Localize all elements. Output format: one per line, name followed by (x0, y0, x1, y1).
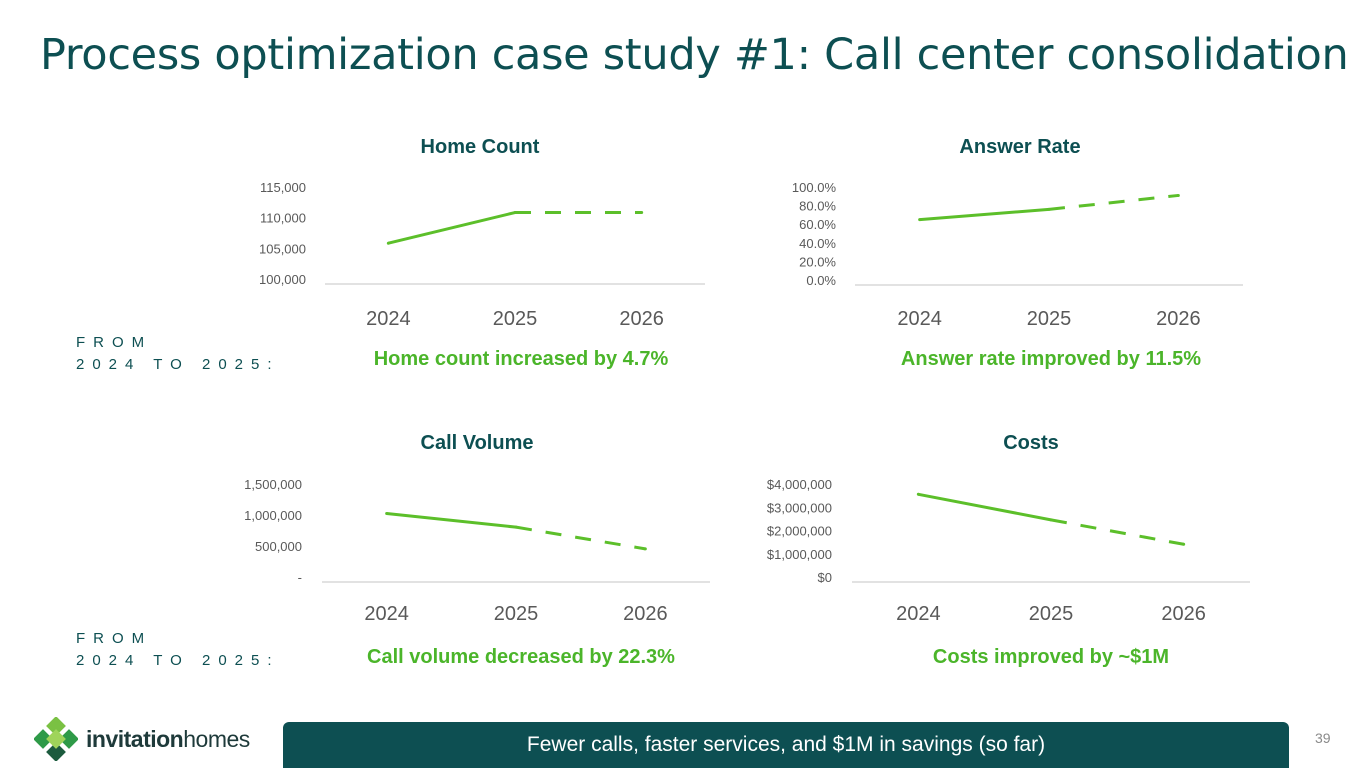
data-point (513, 211, 517, 215)
series-line-actual (918, 492, 1052, 522)
chart-title-home-count: Home Count (420, 136, 540, 158)
x-tick-label: 2025 (1029, 603, 1074, 625)
y-tick-label: 110,000 (260, 211, 306, 226)
page-number: 39 (1315, 730, 1331, 746)
y-tick-label: 100,000 (259, 272, 306, 287)
x-tick-label: 2024 (364, 603, 409, 625)
series-line-projected (515, 525, 646, 551)
x-tick-label: 2026 (623, 603, 668, 625)
chart-title-answer-rate: Answer Rate (959, 136, 1081, 158)
x-tick-label: 2024 (896, 603, 941, 625)
x-tick-label: 2025 (1027, 308, 1072, 330)
from-label-line2: 2024 TO 2025: (76, 356, 280, 373)
chart-answer-rate: 0.0% 20.0% 40.0% 60.0% 80.0% 100.0% 2024 2025 20… (792, 180, 1243, 330)
y-tick-label: $1,000,000 (767, 547, 832, 562)
from-label-line1: FROM (76, 334, 153, 351)
logo-text: invitationhomes (86, 726, 250, 753)
page-title: Process optimization case study #1: Call… (40, 30, 1349, 80)
data-point (640, 211, 644, 215)
data-point (1176, 193, 1180, 197)
y-tick-label: 0.0% (806, 273, 836, 288)
caption-call-volume: Call volume decreased by 22.3% (367, 646, 675, 668)
y-tick-label: $0 (818, 570, 832, 585)
series-line-actual (386, 512, 517, 529)
y-tick-label: 80.0% (799, 199, 836, 214)
chart-title-costs: Costs (1003, 432, 1059, 454)
data-point (918, 218, 922, 222)
chart-home-count: 100,000 105,000 110,000 115,000 2024 2025 2026 (259, 180, 705, 330)
logo-text-bold: invitation (86, 725, 184, 752)
caption-answer-rate: Answer rate improved by 11.5% (900, 348, 1202, 370)
data-point (385, 512, 389, 516)
y-tick-label: 115,000 (260, 180, 306, 195)
series-line-actual (919, 207, 1050, 222)
series-line-projected (1050, 518, 1184, 546)
y-tick-label: 1,000,000 (244, 508, 302, 523)
summary-banner: Fewer calls, faster services, and $1M in… (283, 722, 1289, 768)
x-tick-label: 2025 (494, 603, 539, 625)
y-tick-label: 1,500,000 (244, 477, 302, 492)
logo-mark-icon (34, 717, 78, 761)
company-logo: invitationhomes (34, 716, 250, 762)
y-tick-label: 20.0% (799, 254, 836, 269)
caption-costs: Costs improved by ~$1M (932, 646, 1170, 668)
y-tick-label: 500,000 (255, 539, 302, 554)
x-tick-label: 2024 (897, 308, 942, 330)
data-point (386, 241, 390, 245)
series-line-actual (387, 211, 516, 245)
y-tick-label: 105,000 (259, 241, 306, 256)
y-tick-label: - (298, 570, 302, 585)
x-tick-label: 2025 (493, 308, 538, 330)
y-tick-label: $2,000,000 (767, 524, 832, 539)
y-tick-label: 100.0% (792, 180, 837, 195)
from-label-bottom: FROM 2024 TO 2025: (76, 628, 280, 672)
caption-home-count: Home count increased by 4.7% (373, 348, 669, 370)
from-label-line1: FROM (76, 630, 153, 647)
data-point (1047, 207, 1051, 211)
y-tick-label: $3,000,000 (767, 500, 832, 515)
chart-title-call-volume: Call Volume (420, 432, 534, 454)
data-point (916, 492, 920, 496)
y-tick-label: 60.0% (799, 217, 836, 232)
data-point (643, 547, 647, 551)
x-tick-label: 2024 (366, 308, 411, 330)
from-label-top: FROM 2024 TO 2025: (76, 332, 280, 376)
data-point (1182, 542, 1186, 546)
from-label-line2: 2024 TO 2025: (76, 652, 280, 669)
data-point (1049, 518, 1053, 522)
chart-costs: $0 $1,000,000 $2,000,000 $3,000,000 $4,000,0… (767, 477, 1250, 625)
data-point (514, 525, 518, 529)
y-tick-label: 40.0% (799, 236, 836, 251)
y-tick-label: $4,000,000 (767, 477, 832, 492)
series-line-projected (1048, 193, 1179, 211)
logo-text-rest: homes (183, 725, 250, 752)
x-tick-label: 2026 (1161, 603, 1206, 625)
x-tick-label: 2026 (619, 308, 664, 330)
x-tick-label: 2026 (1156, 308, 1201, 330)
chart-call-volume: - 500,000 1,000,000 1,500,000 2024 2025 2026 (244, 477, 710, 625)
